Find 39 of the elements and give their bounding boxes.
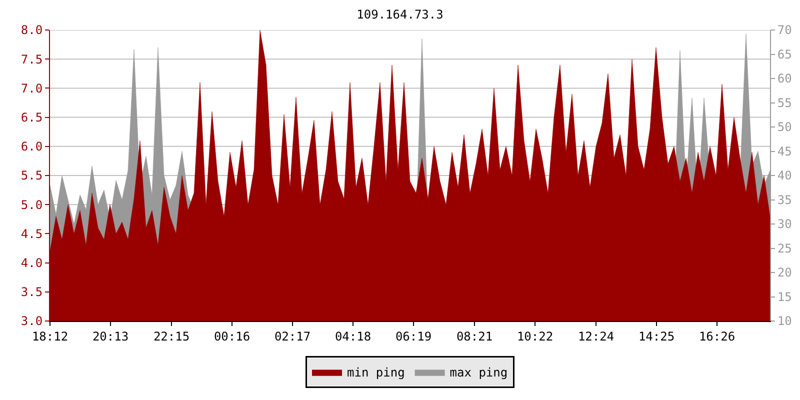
legend-label: min ping [347,366,405,380]
y-tick-label: 4.0 [20,256,43,270]
x-tick-label: 18:12 [32,329,68,344]
y2-tick-label: 45 [777,144,792,158]
y-tick-label: 5.5 [20,168,43,183]
x-tick-label: 10:22 [516,329,554,344]
y2-tick-label: 15 [777,290,792,304]
x-tick-label: 16:26 [698,329,736,344]
y2-tick-label: 60 [777,72,792,86]
x-tick-label: 22:15 [153,329,190,344]
y-tick-label: 3.0 [20,314,43,328]
x-tick-label: 14:25 [638,329,675,344]
y2-tick-label: 25 [777,241,792,256]
y2-tick-label: 65 [777,47,792,62]
x-tick-label: 08:21 [456,329,493,344]
legend-label: max ping [450,366,508,380]
x-tick-label: 06:19 [395,329,432,344]
y2-tick-label: 40 [777,168,792,183]
y2-tick-label: 55 [777,96,792,110]
y-tick-label: 4.5 [20,226,43,241]
chart-title: 109.164.73.3 [356,7,444,22]
y-tick-label: 6.5 [20,110,43,124]
x-tick-label: 20:13 [92,329,129,344]
y2-tick-label: 35 [777,192,792,207]
x-tick-label: 00:16 [214,329,250,344]
x-tick-label: 04:18 [334,329,372,344]
y-tick-label: 6.0 [20,140,43,154]
y2-tick-label: 30 [777,217,792,232]
x-tick-label: 12:24 [578,329,614,344]
y2-tick-label: 50 [777,120,792,134]
x-tick-label: 02:17 [274,329,311,344]
y-tick-label: 7.5 [20,52,43,66]
y2-tick-label: 70 [777,23,792,38]
y-tick-label: 3.5 [20,285,43,300]
y-tick-label: 7.0 [20,81,43,96]
y-tick-label: 8.0 [20,23,43,38]
y2-tick-label: 20 [777,266,792,280]
y2-tick-label: 10 [777,314,792,328]
y-tick-label: 5.0 [20,198,43,212]
